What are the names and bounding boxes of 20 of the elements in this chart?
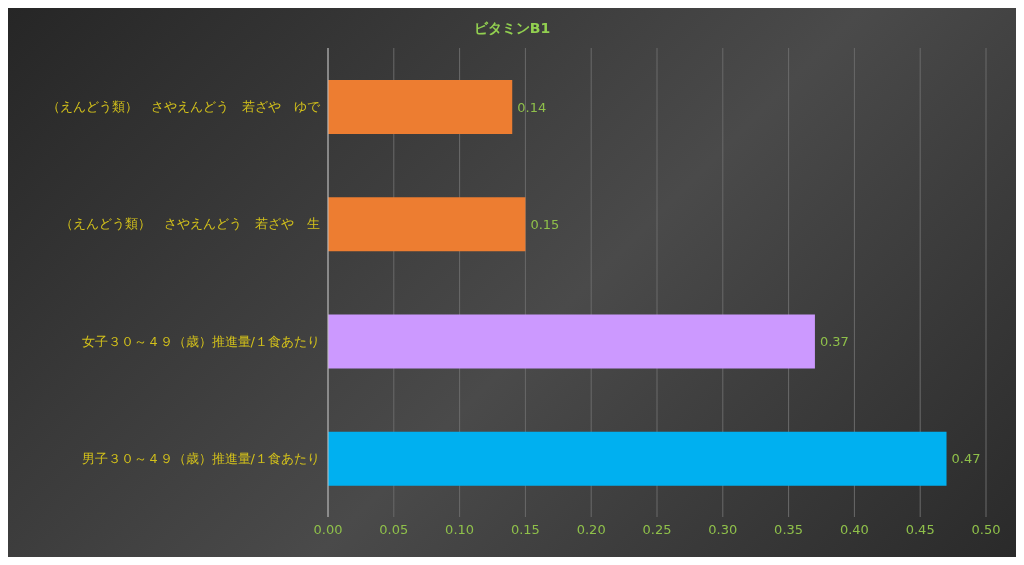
x-tick-label: 0.40: [839, 522, 869, 538]
x-tick-label: 0.15: [510, 522, 540, 538]
x-tick-label: 0.25: [642, 522, 672, 538]
x-tick-label: 0.10: [445, 522, 475, 538]
data-label: 0.14: [517, 99, 547, 115]
x-tick-label: 0.05: [379, 522, 409, 538]
x-tick-label: 0.45: [905, 522, 935, 538]
x-tick-label: 0.20: [576, 522, 606, 538]
x-tick-label: 0.50: [971, 522, 1001, 538]
x-tick-label: 0.35: [774, 522, 804, 538]
y-tick-label: 女子３０～４９（歳）推進量/１食あたり: [81, 333, 320, 349]
y-tick-label: （えんどう類） さやえんどう 若ざや 生: [60, 216, 320, 232]
x-tick-label: 0.00: [313, 522, 343, 538]
data-label: 0.47: [951, 451, 981, 467]
y-tick-label: 男子３０～４９（歳）推進量/１食あたり: [81, 450, 320, 466]
y-tick-label: （えんどう類） さやえんどう 若ざや ゆで: [47, 99, 321, 115]
x-tick-label: 0.30: [708, 522, 738, 538]
data-label: 0.37: [819, 334, 849, 350]
data-label: 0.15: [530, 216, 560, 232]
chart-title: ビタミンB1: [472, 19, 552, 38]
